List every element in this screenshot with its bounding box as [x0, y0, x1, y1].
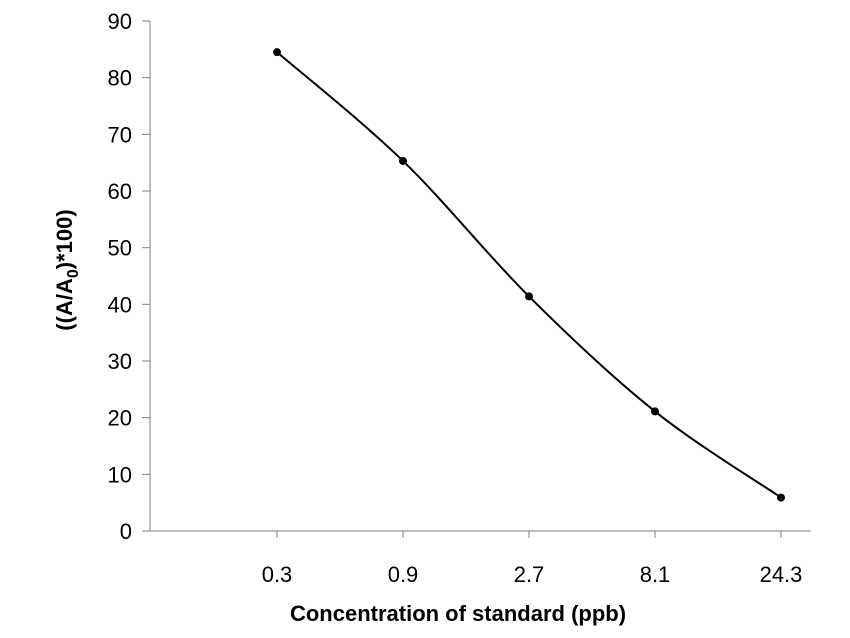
data-point [525, 292, 533, 301]
series-line-group [273, 48, 785, 502]
x-tick-label: 2.7 [514, 562, 545, 587]
y-axis: 0 10 20 30 40 50 60 70 80 90 [108, 9, 151, 544]
y-tick-label: 10 [108, 462, 132, 487]
data-point [651, 407, 659, 416]
y-axis-title-subscript: 0 [65, 269, 82, 278]
data-point [399, 156, 407, 165]
y-tick-label: 60 [108, 179, 132, 204]
x-axis-title: Concentration of standard (ppb) [290, 601, 626, 626]
x-tick-label: 8.1 [640, 562, 671, 587]
y-axis-title-prefix: ((A/A [52, 278, 77, 331]
y-tick-label: 70 [108, 122, 132, 147]
y-axis-title-suffix: )*100) [52, 209, 77, 269]
x-tick-label: 0.9 [388, 562, 419, 587]
y-tick-label: 20 [108, 406, 132, 431]
x-axis: 0.3 0.9 2.7 8.1 24.3 [150, 530, 811, 587]
y-tick-label: 50 [108, 236, 132, 261]
y-axis-title: ((A/A0)*100) [52, 209, 82, 330]
data-point [273, 48, 281, 57]
y-tick-label: 30 [108, 349, 132, 374]
x-tick-label: 24.3 [760, 562, 803, 587]
series-line [276, 51, 782, 499]
y-tick-label: 80 [108, 66, 132, 91]
y-tick-label: 40 [108, 292, 132, 317]
x-tick-label: 0.3 [262, 562, 293, 587]
y-tick-label: 90 [108, 9, 132, 34]
y-tick-label: 0 [120, 519, 132, 544]
data-point [777, 493, 785, 502]
